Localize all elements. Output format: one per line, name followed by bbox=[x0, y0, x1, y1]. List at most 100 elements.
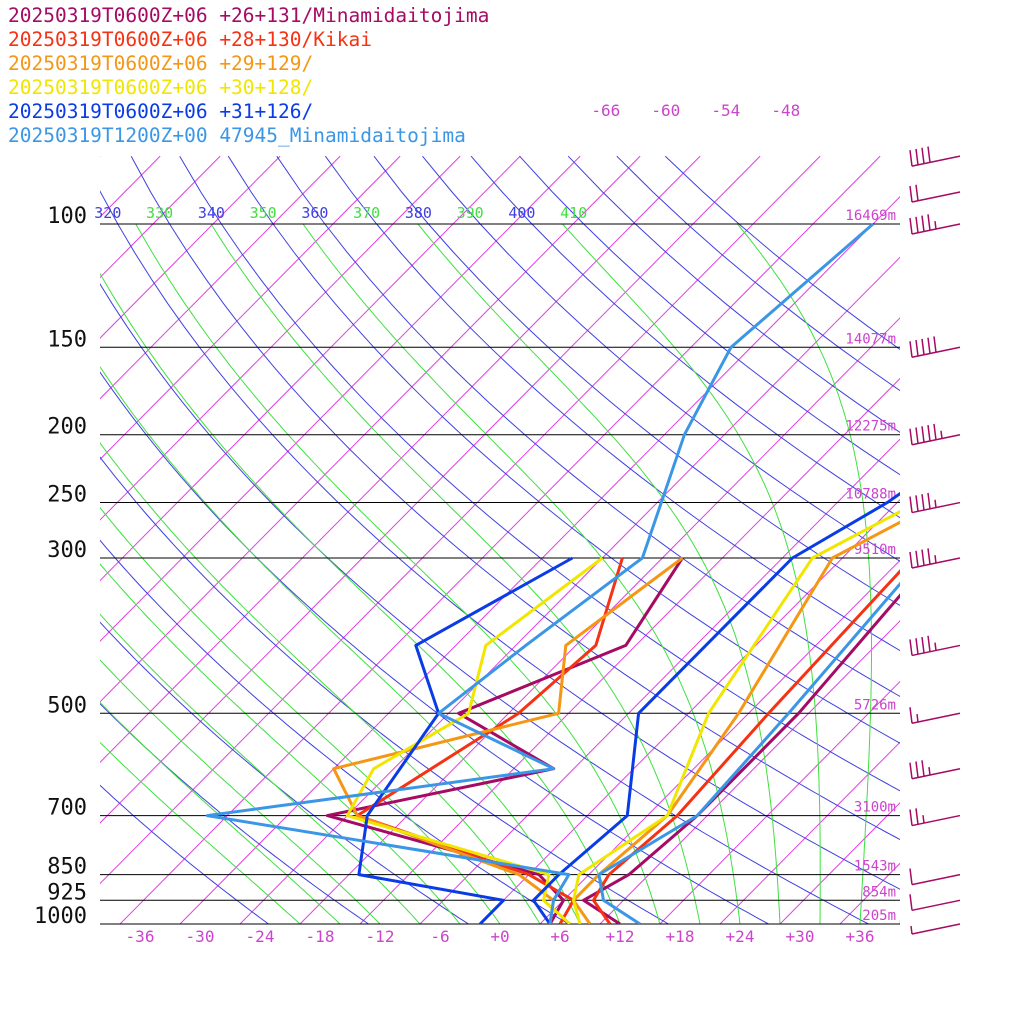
temperature-tick-label: -6 bbox=[430, 927, 449, 946]
wind-barb bbox=[909, 808, 961, 827]
pressure-label: 250 bbox=[47, 483, 87, 508]
dry-adiabat bbox=[100, 190, 900, 890]
dry-adiabat bbox=[519, 155, 900, 476]
isotherm-line bbox=[100, 155, 281, 339]
height-label: 12275m bbox=[845, 419, 896, 435]
series-6-temperature-line bbox=[597, 581, 900, 924]
isotherm-line bbox=[539, 559, 900, 924]
isotherm-line bbox=[719, 741, 900, 924]
isotherm-line bbox=[100, 155, 761, 824]
temperature-tick-label: -30 bbox=[186, 927, 215, 946]
pressure-label: 100 bbox=[47, 204, 87, 229]
wind-barb bbox=[909, 423, 961, 446]
theta-label: 410 bbox=[560, 204, 587, 222]
height-label: 16469m bbox=[845, 208, 896, 224]
isotherm-line bbox=[100, 155, 221, 279]
moist-adiabat bbox=[899, 918, 900, 924]
wind-barb bbox=[909, 214, 961, 235]
wind-barb bbox=[909, 146, 961, 167]
height-label: 14077m bbox=[845, 331, 896, 347]
isotherm-line bbox=[119, 155, 881, 924]
pressure-label: 200 bbox=[47, 415, 87, 440]
wind-barb bbox=[909, 336, 961, 358]
isotherm-line bbox=[100, 155, 461, 521]
isotherm-line bbox=[0, 156, 40, 924]
series-6-dewpoint-line bbox=[205, 222, 874, 924]
dry-adiabat bbox=[130, 155, 900, 841]
series-4-dewpoint-line bbox=[345, 556, 604, 924]
upper-temperature-label: -66 bbox=[591, 101, 620, 120]
dry-adiabat bbox=[100, 784, 270, 924]
pressure-label: 500 bbox=[47, 693, 87, 718]
dry-adiabat bbox=[100, 621, 470, 924]
pressure-label: 150 bbox=[47, 327, 87, 352]
isotherm-line bbox=[100, 155, 581, 642]
series-3-dewpoint-line bbox=[332, 556, 684, 924]
wind-barb bbox=[909, 548, 961, 569]
dry-adiabat bbox=[100, 371, 770, 924]
dry-adiabat bbox=[422, 155, 900, 562]
theta-label: 380 bbox=[405, 204, 432, 222]
dry-adiabat bbox=[373, 155, 900, 607]
temperature-tick-label: -12 bbox=[366, 927, 395, 946]
legend-entry-4: 20250319T0600Z+06 +30+128/ bbox=[8, 76, 314, 99]
temperature-tick-label: +24 bbox=[726, 927, 755, 946]
legend-entry-2: 20250319T0600Z+06 +28+130/Kikai bbox=[8, 28, 372, 51]
temperature-tick-label: -36 bbox=[126, 927, 155, 946]
temperature-tick-label: +6 bbox=[550, 927, 569, 946]
wind-barb bbox=[909, 707, 961, 725]
moist-adiabat bbox=[100, 741, 301, 924]
series-2-dewpoint-line bbox=[355, 557, 624, 924]
upper-temperature-label: -60 bbox=[651, 101, 680, 120]
wind-barb bbox=[909, 868, 961, 886]
isotherm-line bbox=[100, 155, 341, 400]
series-5-temperature-line bbox=[532, 491, 900, 924]
height-label: 1543m bbox=[854, 859, 896, 875]
isotherm-line bbox=[239, 256, 900, 924]
dry-adiabat bbox=[179, 155, 900, 792]
theta-label: 330 bbox=[146, 204, 173, 222]
series-4-temperature-line bbox=[572, 509, 900, 924]
dry-adiabat bbox=[664, 155, 900, 350]
temperature-tick-label: +0 bbox=[490, 927, 509, 946]
temperature-tick-label: +30 bbox=[786, 927, 815, 946]
isotherm-line bbox=[599, 620, 900, 924]
height-label: 3100m bbox=[854, 800, 896, 816]
legend: 20250319T0600Z+06 +26+131/Minamidaitojim… bbox=[8, 4, 489, 148]
isotherm-line bbox=[659, 680, 900, 924]
isotherm-line bbox=[100, 155, 821, 885]
theta-label: 370 bbox=[353, 204, 380, 222]
dry-adiabat bbox=[100, 283, 870, 924]
temperature-tick-label: +18 bbox=[666, 927, 695, 946]
theta-label: 350 bbox=[250, 204, 277, 222]
isotherm-line bbox=[100, 155, 701, 764]
legend-entry-5: 20250319T0600Z+06 +31+126/ bbox=[8, 100, 314, 123]
legend-entry-6: 20250319T1200Z+00 47945_Minamidaitojima bbox=[8, 124, 466, 147]
pressure-label: 850 bbox=[47, 855, 87, 880]
legend-entry-3: 20250319T0600Z+06 +29+129/ bbox=[8, 52, 314, 75]
isotherm-line bbox=[100, 155, 521, 582]
upper-temperature-label: -54 bbox=[711, 101, 740, 120]
wind-barb bbox=[909, 184, 961, 203]
height-label: 5726m bbox=[854, 697, 896, 713]
isotherm-line bbox=[100, 155, 641, 703]
isotherm-line bbox=[899, 923, 900, 924]
isotherm-line bbox=[359, 377, 900, 924]
temperature-tick-label: -24 bbox=[246, 927, 275, 946]
pressure-label: 300 bbox=[47, 538, 87, 563]
pressure-label: 925 bbox=[47, 880, 87, 905]
height-label: 9510m bbox=[854, 542, 896, 558]
dry-adiabat bbox=[227, 155, 900, 744]
legend-entry-1: 20250319T0600Z+06 +26+131/Minamidaitojim… bbox=[8, 4, 490, 27]
height-label: 10788m bbox=[845, 487, 896, 503]
series-3-temperature-line bbox=[572, 520, 900, 924]
pressure-label: 700 bbox=[47, 796, 87, 821]
dry-adiabat bbox=[276, 155, 900, 698]
isotherm-line bbox=[419, 438, 900, 924]
series-1-temperature-line bbox=[582, 593, 900, 924]
wind-barb bbox=[909, 894, 961, 912]
wind-barb bbox=[909, 635, 961, 657]
height-label: 854m bbox=[862, 884, 896, 900]
theta-label: 360 bbox=[301, 204, 328, 222]
